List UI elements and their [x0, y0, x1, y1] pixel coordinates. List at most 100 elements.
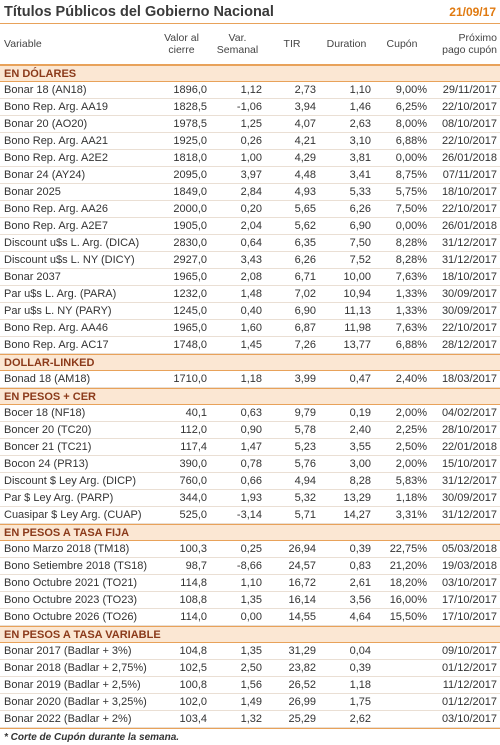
section-header: EN PESOS A TASA FIJA [0, 524, 500, 541]
cell: 24,57 [288, 560, 316, 572]
cell: 2,00% [395, 407, 427, 419]
column-header: Duration [326, 38, 367, 50]
cell: 0,47 [349, 373, 371, 385]
cell: 16,00% [389, 594, 427, 606]
cell: 0,90 [240, 424, 262, 436]
table-row: Bono Octubre 2026 (TO26) 114,0 0,00 14,55 4,… [0, 609, 500, 626]
table-row: Par u$s L. NY (PARY) 1245,0 0,40 6,90 11,13 1… [0, 303, 500, 320]
cell: 1,35 [240, 594, 262, 606]
cell: 1,45 [240, 339, 262, 351]
cell: 11/12/2017 [442, 679, 497, 691]
cell: Discount u$s L. NY (DICY) [4, 254, 135, 266]
cell: 04/02/2017 [441, 407, 497, 419]
cell: 2,73 [294, 84, 316, 96]
cell: Bonar 20 (AO20) [4, 118, 88, 130]
cell: 2,00% [395, 458, 427, 470]
cell: 7,63% [395, 322, 427, 334]
cell: 8,28% [395, 237, 427, 249]
cell: Boncer 20 (TC20) [4, 424, 92, 436]
cell: 0,04 [349, 645, 371, 657]
cell: 3,97 [240, 169, 262, 181]
cell: 19/03/2018 [441, 560, 497, 572]
cell: 2,25% [395, 424, 427, 436]
cell: 4,29 [294, 152, 316, 164]
table-row: Boncer 20 (TC20) 112,0 0,90 5,78 2,40 2,25% 28… [0, 422, 500, 439]
cell: 0,83 [349, 560, 371, 572]
cell: 22/10/2017 [441, 203, 497, 215]
cell: 14,27 [343, 509, 371, 521]
cell: 0,25 [240, 543, 262, 555]
table-row: Bocon 24 (PR13) 390,0 0,78 5,76 3,00 2,00% 15/… [0, 456, 500, 473]
cell: 22/10/2017 [441, 135, 497, 147]
cell: 2,84 [240, 186, 262, 198]
cell: 15,50% [389, 611, 427, 623]
cell: 98,7 [185, 560, 207, 572]
cell: 4,64 [349, 611, 371, 623]
cell: 100,3 [179, 543, 207, 555]
cell: 9,79 [294, 407, 316, 419]
cell: Bono Octubre 2026 (TO26) [4, 611, 138, 623]
cell: 22/10/2017 [441, 322, 497, 334]
cell: 2,63 [349, 118, 371, 130]
cell: 5,83% [395, 475, 427, 487]
cell: 26,94 [288, 543, 316, 555]
table-row: Discount u$s L. Arg. (DICA) 2830,0 0,64 6,3… [0, 235, 500, 252]
cell: 17/10/2017 [441, 594, 497, 606]
cell: 8,28 [349, 475, 371, 487]
cell: Cuasipar $ Ley Arg. (CUAP) [4, 509, 142, 521]
cell: 21,20% [389, 560, 427, 572]
cell: 102,0 [179, 696, 207, 708]
table-row: Bono Rep. Arg. AC17 1748,0 1,45 7,26 13,77 6,… [0, 337, 500, 354]
table-row: Bonar 2022 (Badlar + 2%) 103,4 1,32 25,29 2,… [0, 711, 500, 728]
cell: 0,00% [395, 152, 427, 164]
cell: 760,0 [179, 475, 207, 487]
table-row: Bonar 2025 1849,0 2,84 4,93 5,33 5,75% 18/10/2… [0, 184, 500, 201]
table-row: Bonar 2017 (Badlar + 3%) 104,8 1,35 31,29 0,… [0, 643, 500, 660]
table-row: Bocer 18 (NF18) 40,1 0,63 9,79 0,19 2,00% 04/0… [0, 405, 500, 422]
cell: 13,29 [343, 492, 371, 504]
cell: 117,4 [180, 441, 207, 453]
cell: Bono Setiembre 2018 (TS18) [4, 560, 148, 572]
cell: 22/10/2017 [441, 101, 497, 113]
column-header: Variable [4, 38, 42, 50]
cell: 7,02 [294, 288, 316, 300]
cell: 30/09/2017 [441, 288, 497, 300]
cell [374, 643, 430, 659]
cell [374, 711, 430, 727]
cell: 4,48 [294, 169, 316, 181]
cell: 10,94 [343, 288, 371, 300]
cell: 6,26 [294, 254, 316, 266]
cell: 26,52 [288, 679, 316, 691]
cell: Discount $ Ley Arg. (DICP) [4, 475, 137, 487]
cell: 1,93 [240, 492, 262, 504]
cell: 22/01/2018 [441, 441, 497, 453]
cell: 1,49 [240, 696, 262, 708]
cell: 5,32 [294, 492, 316, 504]
cell: 3,99 [294, 373, 316, 385]
cell: Bonar 18 (AN18) [4, 84, 87, 96]
cell: 3,43 [240, 254, 262, 266]
cell: 100,8 [179, 679, 207, 691]
cell: 1,47 [240, 441, 262, 453]
cell: 5,71 [294, 509, 316, 521]
cell: 4,21 [294, 135, 316, 147]
table-row: Bonar 20 (AO20) 1978,5 1,25 4,07 2,63 8,00% 08… [0, 116, 500, 133]
cell [374, 677, 430, 693]
cell: 1,46 [349, 101, 371, 113]
table-row: Cuasipar $ Ley Arg. (CUAP) 525,0 -3,14 5,71… [0, 507, 500, 524]
table-row: Boncer 21 (TC21) 117,4 1,47 5,23 3,55 2,50% 22… [0, 439, 500, 456]
cell: 8,28% [395, 254, 427, 266]
table-row: Discount u$s L. NY (DICY) 2927,0 3,43 6,26 7… [0, 252, 500, 269]
cell: 1,10 [240, 577, 262, 589]
date: 21/09/17 [449, 4, 496, 19]
table-row: Bonar 2037 1965,0 2,08 6,71 10,00 7,63% 18/10/… [0, 269, 500, 286]
cell: 3,56 [349, 594, 371, 606]
cell: 18/03/2017 [441, 373, 497, 385]
cell: 1,10 [349, 84, 371, 96]
cell: 3,31% [395, 509, 427, 521]
cell: 5,75% [395, 186, 427, 198]
cell: 5,23 [294, 441, 316, 453]
header-row: Variable Valor al cierre Var. Semanal TIR Du… [0, 24, 500, 65]
cell: 3,94 [294, 101, 316, 113]
cell: 5,65 [294, 203, 316, 215]
